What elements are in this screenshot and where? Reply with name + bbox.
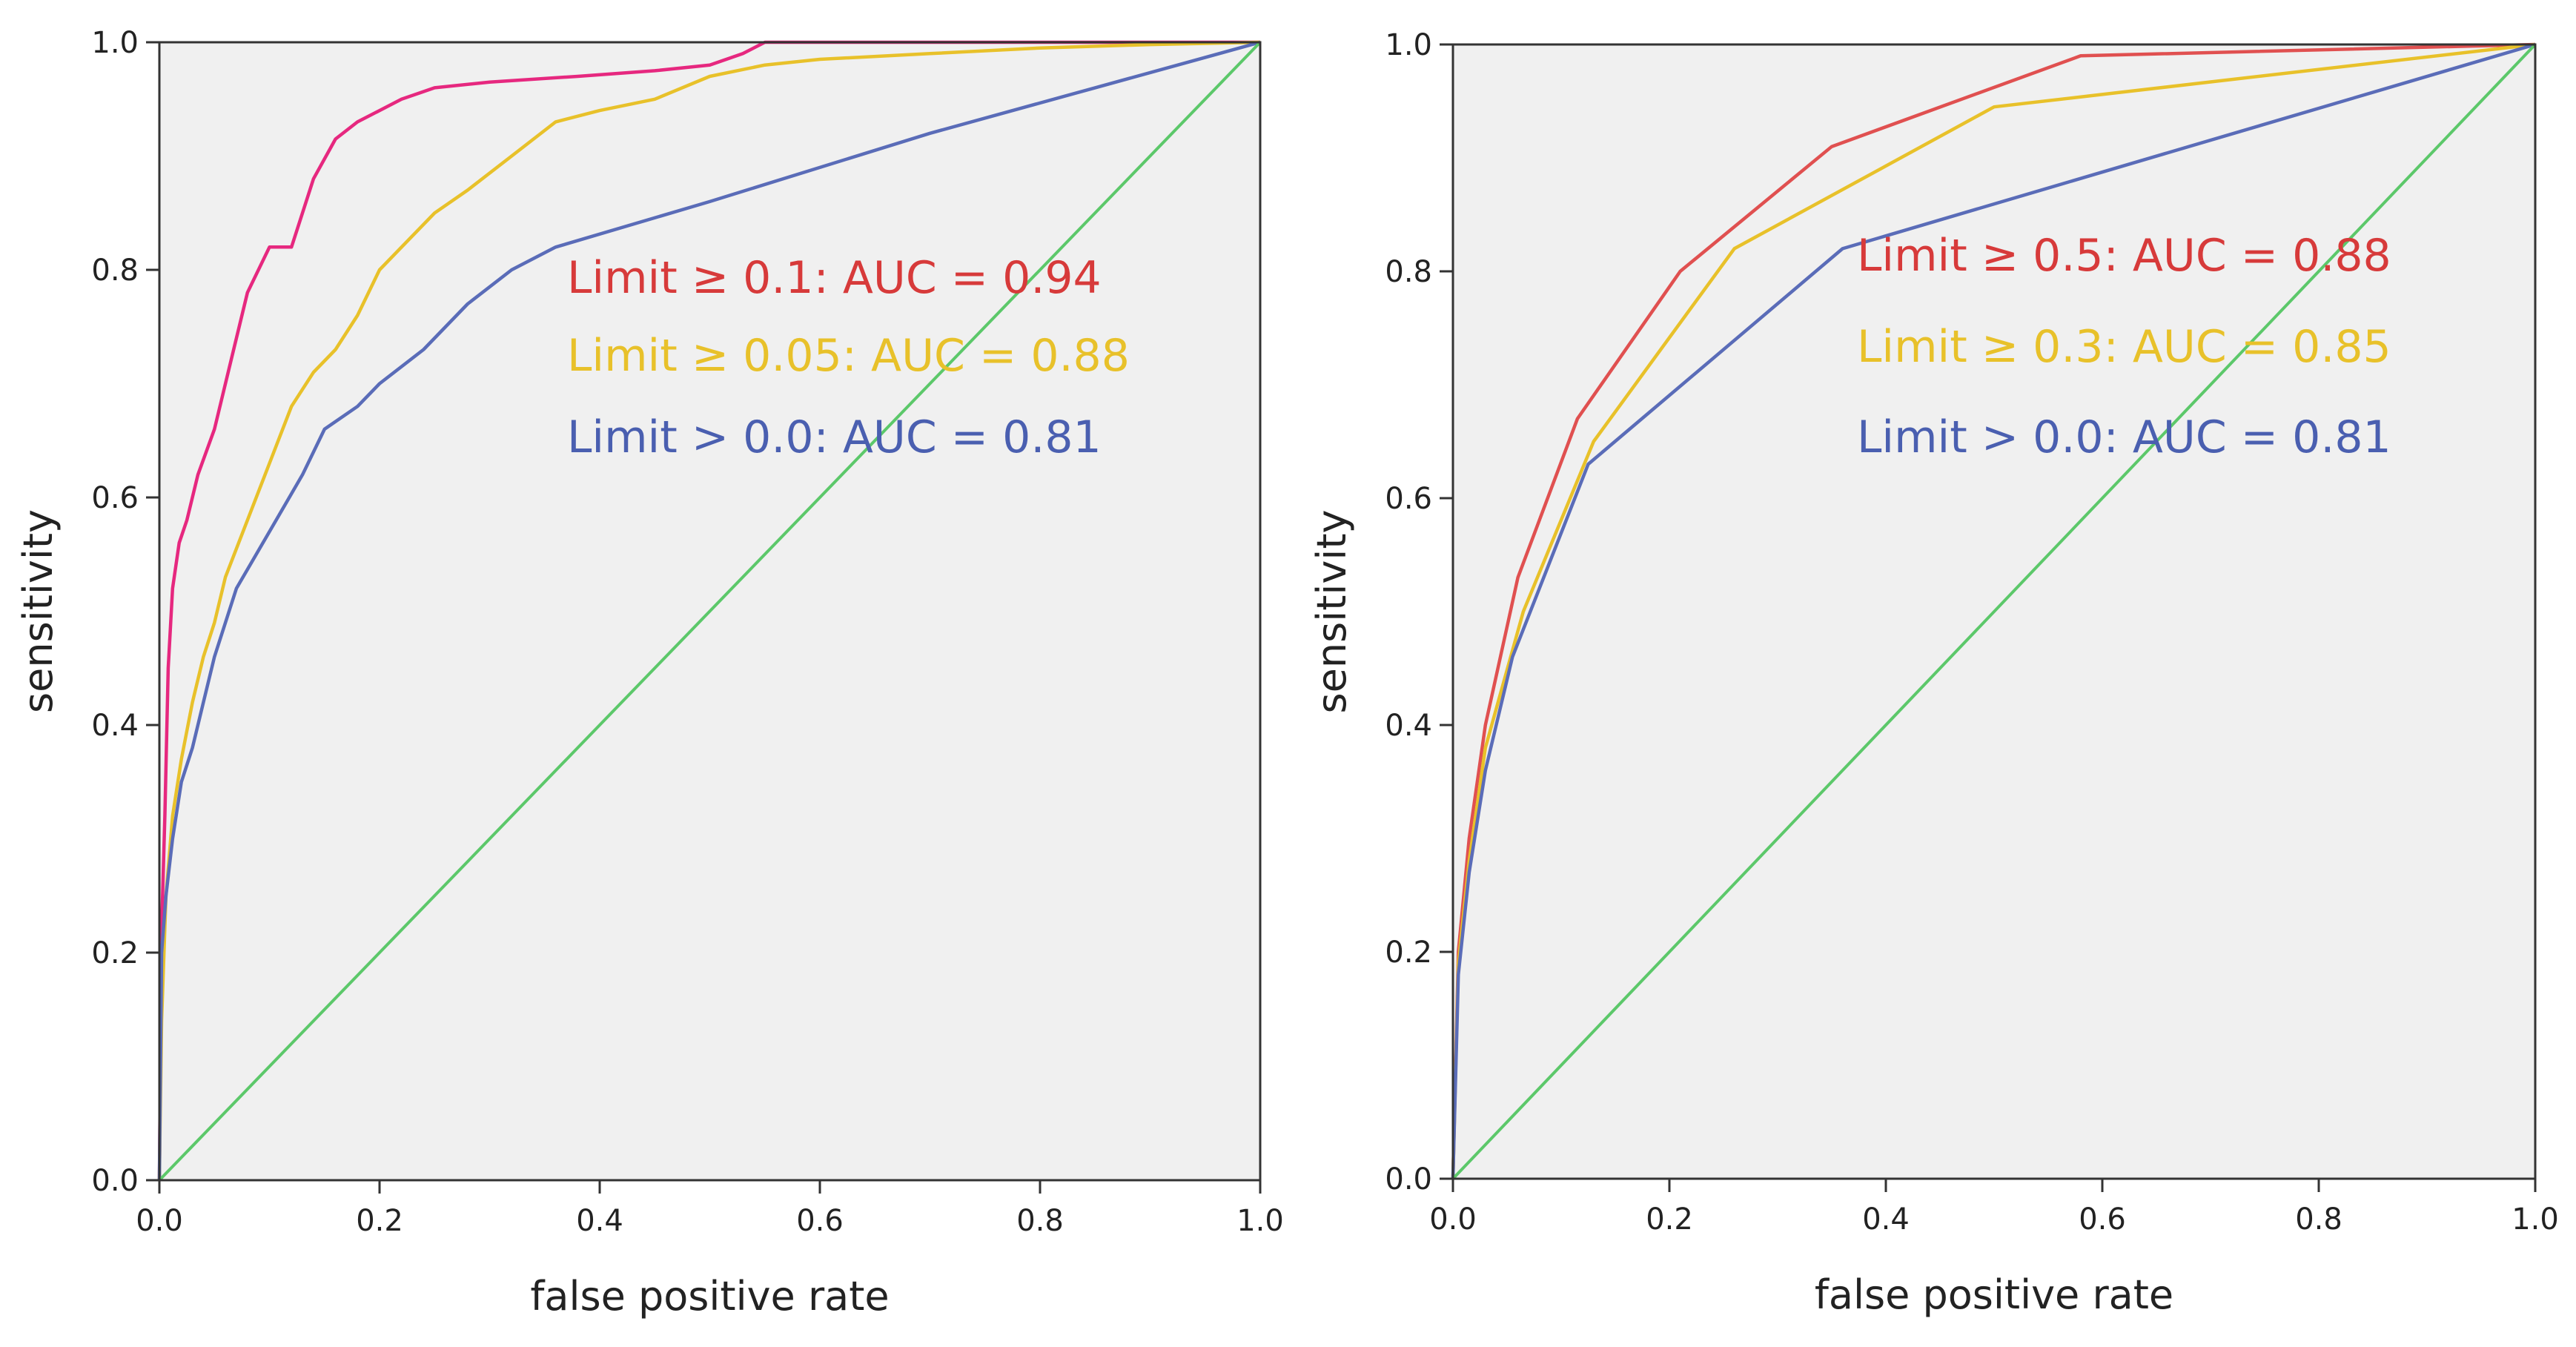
y-tick-label: 0.2 [91,936,139,970]
x-tick-label: 0.6 [796,1204,844,1238]
plot-frame [158,41,1262,1182]
y-tick-label: 0.6 [91,481,139,515]
legend-label-1: Limit ≥ 0.1: AUC = 0.94 [567,252,1102,304]
x-axis-title: false positive rate [1815,1271,2173,1318]
reference-diagonal-line [158,41,1262,1182]
y-tick-label: 0.4 [91,709,139,743]
plot-frame [1451,43,2537,1180]
x-tick-label: 0.8 [2295,1202,2342,1237]
x-tick-label: 1.0 [2512,1202,2559,1237]
reference-diagonal-line [1451,43,2537,1180]
x-tick-label: 0.4 [576,1204,623,1238]
y-axis-title: sensitivity [15,509,62,713]
x-tick-label: 0.6 [2079,1202,2126,1237]
y-tick-label: 1.0 [1385,28,1432,62]
y-tick-label: 0.4 [1385,709,1432,743]
series-line-3 [1451,42,2536,1179]
x-tick-label: 0.4 [1862,1202,1910,1237]
y-tick-label: 0.8 [91,254,139,288]
y-tick-label: 0.0 [1385,1162,1432,1197]
series-line-2 [157,40,1261,1181]
series-line-1 [1451,42,2536,1179]
y-tick-label: 1.0 [91,26,139,60]
x-tick-label: 0.0 [1429,1202,1477,1237]
x-tick-label: 1.0 [1236,1204,1284,1238]
legend-label-2: Limit ≥ 0.05: AUC = 0.88 [567,330,1130,382]
y-tick-label: 0.2 [1385,936,1432,970]
y-tick-label: 0.8 [1385,255,1432,289]
legend-label-3: Limit > 0.0: AUC = 0.81 [1857,411,2391,463]
legend-label-3: Limit > 0.0: AUC = 0.81 [567,411,1102,463]
x-tick-label: 0.2 [356,1204,403,1238]
y-tick-label: 0.6 [1385,482,1432,516]
y-tick-label: 0.0 [91,1164,139,1198]
x-tick-label: 0.2 [1646,1202,1693,1237]
y-axis-title: sensitivity [1308,510,1355,714]
legend-label-1: Limit ≥ 0.5: AUC = 0.88 [1857,230,2391,282]
x-tick-label: 0.8 [1016,1204,1064,1238]
x-axis-title: false positive rate [530,1273,889,1320]
x-tick-label: 0.0 [136,1204,183,1238]
roc-chart-1: 0.0 0.2 0.4 0.6 0.8 1.0 0.0 0.2 0.4 0.6 0.8 1.0 fals… [15,26,1284,1320]
legend-label-2: Limit ≥ 0.3: AUC = 0.85 [1857,321,2391,373]
series-line-3 [157,40,1261,1181]
roc-chart-2: 0.0 0.2 0.4 0.6 0.8 1.0 0.0 0.2 0.4 0.6 0.8 1.0 fals… [1308,28,2559,1318]
